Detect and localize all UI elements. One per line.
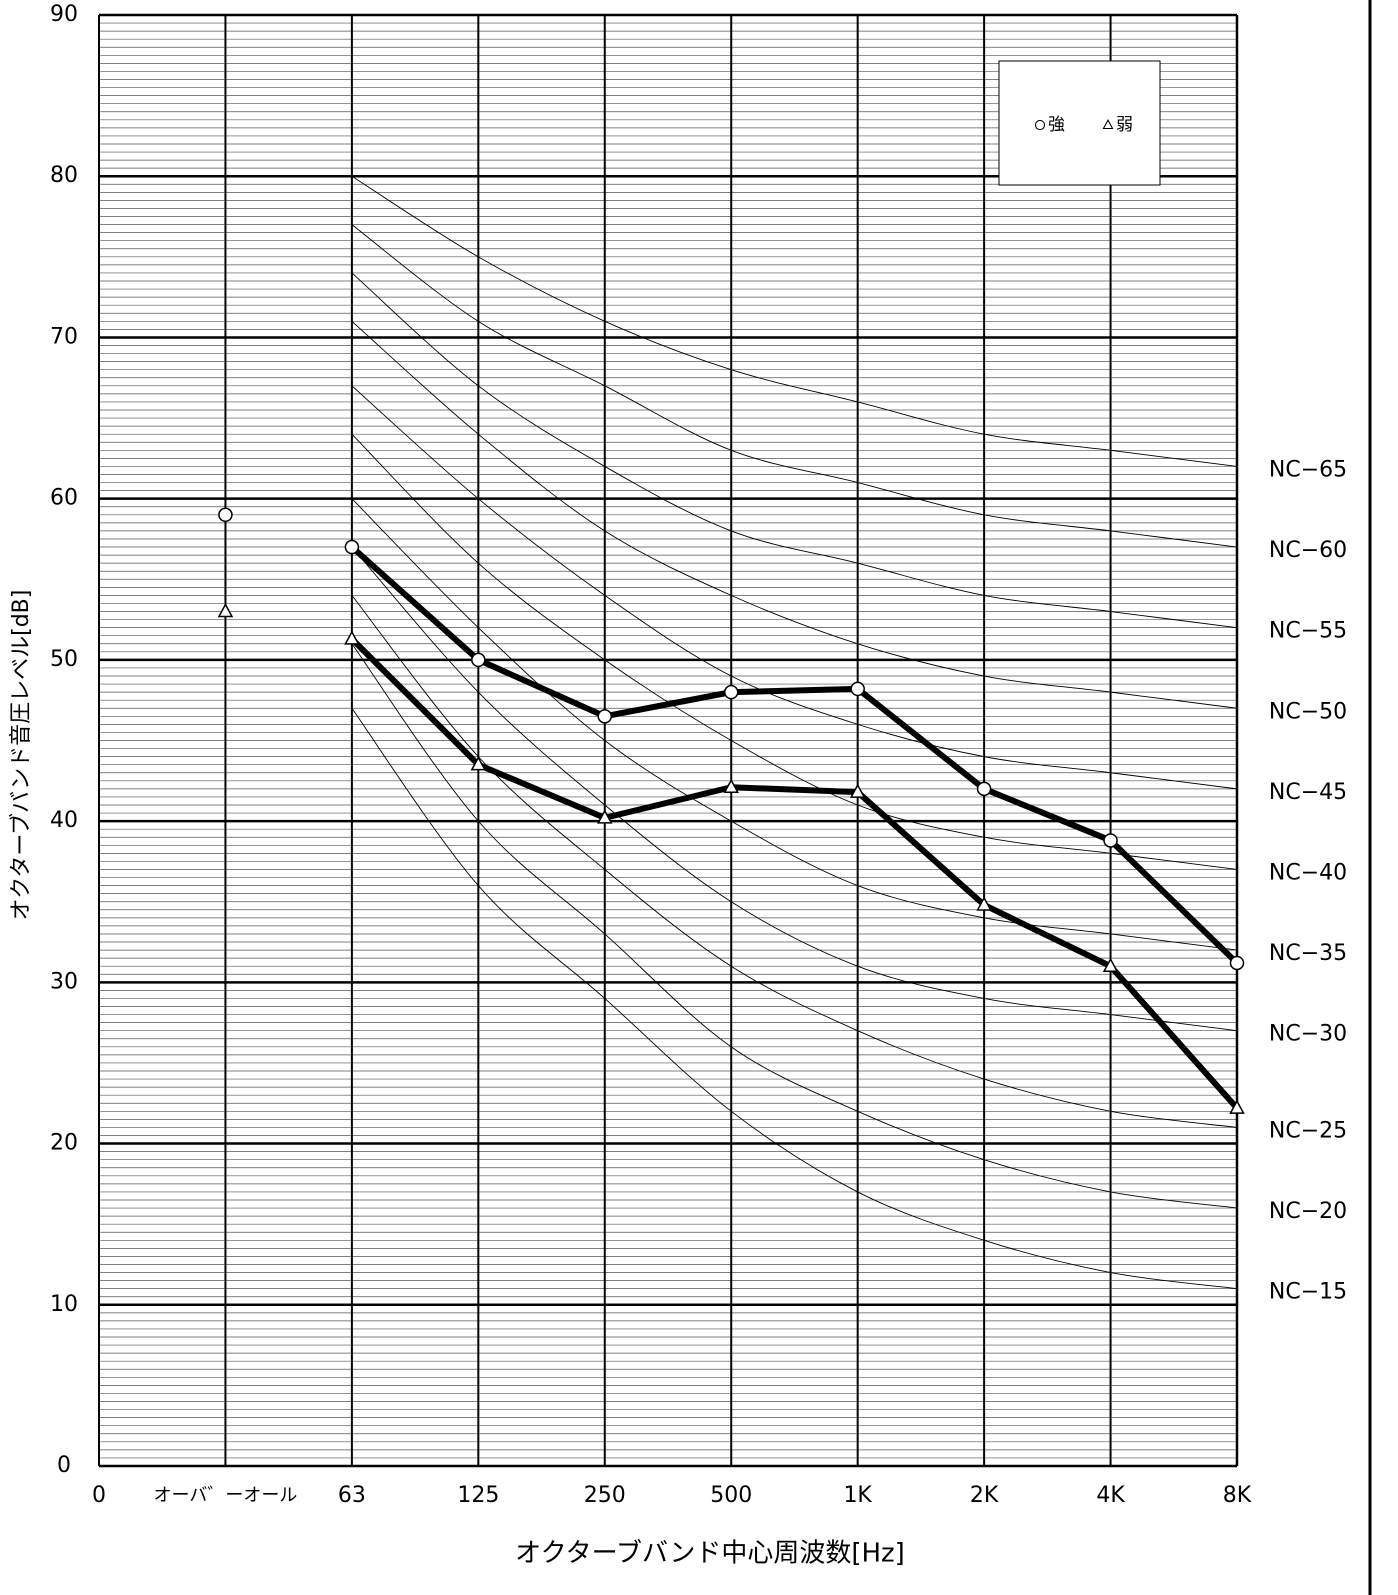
x-tick-label: 8K (1223, 1483, 1252, 1508)
nc-label: NC−35 (1269, 941, 1347, 966)
nc-label: NC−55 (1269, 619, 1347, 644)
circle-marker (471, 652, 486, 668)
x-tick-label: 500 (710, 1483, 752, 1508)
x-tick-label: 125 (457, 1483, 499, 1508)
triangle-marker (344, 630, 360, 645)
nc-curve (351, 320, 1238, 709)
circle-marker (976, 781, 992, 797)
y-tick-label: 20 (50, 1131, 78, 1156)
legend-label: 弱 (1116, 115, 1133, 135)
circle-marker (344, 539, 360, 555)
y-tick-label: 60 (50, 486, 78, 511)
nc-label: NC−60 (1269, 538, 1347, 563)
circle-marker (723, 684, 739, 700)
x-tick-label: 2K (970, 1483, 999, 1508)
x-tick-label: 0 (92, 1483, 106, 1508)
y-tick-label: 30 (50, 969, 78, 994)
circle-marker (1229, 955, 1245, 971)
nc-curve (351, 433, 1238, 870)
y-tick-label: 40 (50, 808, 78, 833)
triangle-marker (976, 896, 992, 911)
y-axis-label: オクターブバンド音圧レベル[dB] (9, 590, 34, 921)
x-tick-label: 63 (338, 1483, 366, 1508)
nc-curve (351, 224, 1238, 548)
nc-label: NC−30 (1269, 1022, 1347, 1047)
circle-marker (597, 709, 613, 724)
nc-label: NC−20 (1269, 1199, 1347, 1224)
nc-label: NC−15 (1269, 1280, 1347, 1305)
x-tick-label: オーバ゛ーオール (154, 1485, 298, 1506)
circle-marker (1034, 119, 1046, 131)
nc-curve (351, 546, 1238, 1032)
y-tick-label: 50 (50, 647, 78, 672)
triangle-marker (1102, 118, 1114, 130)
x-tick-label: 250 (584, 1483, 626, 1508)
nc-label: NC−25 (1269, 1118, 1347, 1143)
y-tick-label: 0 (57, 1453, 71, 1478)
x-tick-label: 1K (843, 1483, 872, 1508)
circle-marker (218, 507, 233, 523)
x-tick-label: 4K (1096, 1483, 1125, 1508)
triangle-marker (849, 783, 866, 798)
nc-label: NC−45 (1269, 780, 1347, 805)
y-tick-label: 90 (50, 2, 78, 27)
x-axis-label: オクターブバンド中心周波数[Hz] (515, 1539, 905, 1569)
nc-label: NC−65 (1269, 457, 1347, 482)
nc-curve (351, 175, 1238, 467)
circle-marker (850, 681, 865, 697)
legend-label: 強 (1048, 115, 1065, 135)
nc-curve (351, 385, 1238, 790)
nc-label: NC−40 (1269, 860, 1347, 885)
triangle-marker (1102, 957, 1119, 972)
legend-box (998, 60, 1161, 186)
triangle-marker (217, 602, 234, 618)
series-line (349, 636, 1240, 1111)
nc-curve (351, 643, 1238, 1209)
series-line (349, 544, 1240, 966)
nc-curve (351, 498, 1238, 951)
y-tick-label: 80 (50, 163, 78, 188)
nc-curve (351, 272, 1238, 629)
legend: 強弱 (998, 60, 1161, 186)
y-tick-label: 70 (50, 324, 78, 349)
triangle-marker (1229, 1099, 1245, 1114)
circle-marker (1103, 833, 1118, 848)
nc-label: NC−50 (1269, 699, 1347, 724)
triangle-marker (470, 756, 487, 771)
y-tick-label: 10 (50, 1292, 78, 1317)
triangle-marker (597, 809, 613, 824)
nc-curve (351, 707, 1238, 1290)
triangle-marker (723, 778, 739, 794)
